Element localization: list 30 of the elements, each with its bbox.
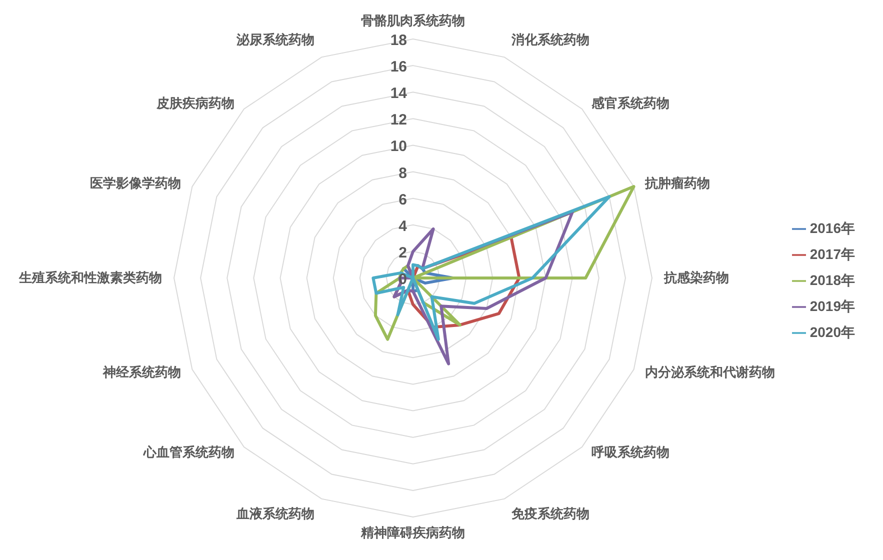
y-tick-label: 8 bbox=[398, 164, 407, 182]
spoke-label: 精神障碍疾病药物 bbox=[360, 525, 465, 540]
y-tick-label: 2 bbox=[398, 244, 407, 262]
spoke-label: 抗感染药物 bbox=[663, 270, 729, 285]
spoke-label: 心血管系统药物 bbox=[142, 444, 234, 460]
spoke-label: 消化系统药物 bbox=[510, 32, 590, 47]
legend-label: 2017年 bbox=[810, 246, 855, 262]
spoke-label: 呼吸系统药物 bbox=[592, 444, 670, 460]
spoke-label: 抗肿瘤药物 bbox=[644, 175, 710, 190]
y-tick-label: 12 bbox=[390, 112, 407, 129]
y-tick-label: 18 bbox=[390, 32, 407, 49]
y-tick-label: 10 bbox=[390, 138, 407, 156]
legend-label: 2019年 bbox=[810, 298, 855, 314]
y-tick-label: 4 bbox=[398, 218, 408, 235]
spoke-label: 生殖系统和性激素类药物 bbox=[18, 270, 162, 285]
spoke-label: 医学影像学药物 bbox=[90, 175, 181, 190]
spoke-label: 感官系统药物 bbox=[590, 95, 670, 110]
y-tick-label: 6 bbox=[398, 191, 407, 208]
spoke-label: 皮肤疾病药物 bbox=[155, 95, 234, 110]
spoke-label: 内分泌系统和代谢药物 bbox=[645, 364, 776, 380]
legend-label: 2020年 bbox=[810, 324, 855, 340]
legend-label: 2016年 bbox=[810, 220, 855, 236]
spoke-label: 血液系统药物 bbox=[235, 506, 314, 522]
spoke-label: 神经系统药物 bbox=[102, 364, 181, 380]
legend-label: 2018年 bbox=[810, 272, 855, 288]
y-tick-label: 14 bbox=[390, 85, 408, 102]
spoke-label: 泌尿系统药物 bbox=[235, 32, 314, 47]
spoke-label: 骨骼肌肉系统药物 bbox=[361, 13, 465, 28]
spoke-label: 免疫系统药物 bbox=[510, 506, 590, 522]
y-tick-label: 16 bbox=[390, 58, 407, 76]
